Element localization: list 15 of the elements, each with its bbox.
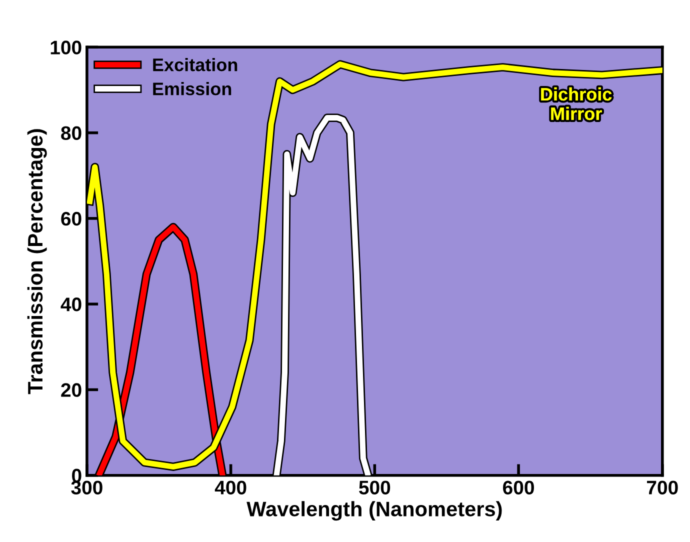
x-tick-label: 700 (647, 480, 678, 494)
x-tick-label: 600 (503, 480, 534, 494)
x-tick-label: 300 (71, 480, 102, 495)
y-axis-title: Transmission (Percentage) (27, 129, 47, 394)
legend-label: Emission (153, 82, 232, 96)
x-tick-label: 500 (359, 480, 390, 494)
y-tick-label: 60 (61, 212, 82, 226)
series-label: Dichroic Mirror (541, 87, 612, 120)
x-tick-label: 400 (214, 480, 246, 494)
y-tick-label: 20 (61, 383, 82, 397)
y-tick-label: 80 (61, 126, 82, 140)
legend-label: Excitation (153, 58, 238, 72)
x-axis-title: Wavelength (Nanometers) (246, 501, 502, 521)
y-tick-label: 40 (60, 298, 82, 312)
y-tick-label: 100 (50, 40, 82, 54)
